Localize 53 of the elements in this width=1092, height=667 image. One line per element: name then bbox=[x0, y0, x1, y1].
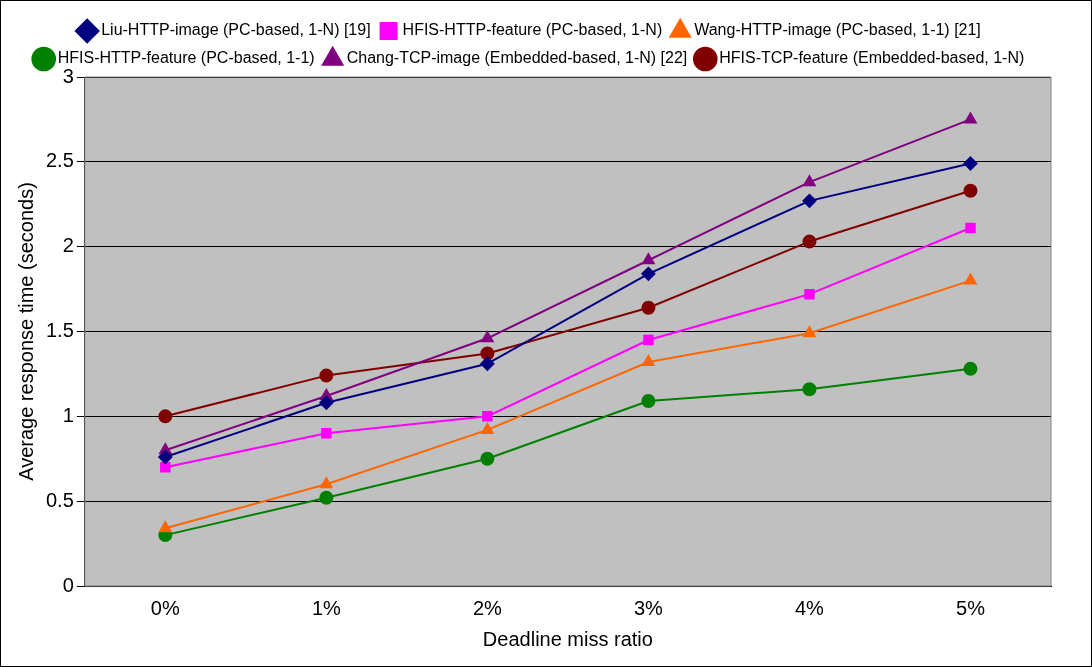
y-tick-label: 3 bbox=[62, 64, 74, 87]
x-tick-label: 5% bbox=[956, 596, 986, 619]
x-tick-label: 1% bbox=[311, 596, 342, 619]
point bbox=[964, 112, 977, 124]
point bbox=[481, 422, 494, 434]
point bbox=[964, 273, 977, 285]
y-tick-label: 1 bbox=[62, 403, 74, 426]
point bbox=[802, 193, 817, 208]
y-tick-label: 2.5 bbox=[45, 149, 74, 172]
legend-label: Liu-HTTP-image (PC-based, 1-N) [19] bbox=[101, 21, 371, 39]
point bbox=[319, 368, 334, 383]
point bbox=[159, 521, 172, 533]
point bbox=[641, 394, 656, 409]
point bbox=[481, 331, 494, 343]
point bbox=[965, 222, 976, 234]
point bbox=[480, 451, 495, 466]
point bbox=[160, 461, 171, 473]
point bbox=[641, 300, 656, 315]
point bbox=[158, 409, 173, 424]
point bbox=[482, 411, 493, 422]
legend-label: HFIS-TCP-feature (Embedded-based, 1-N) bbox=[719, 49, 1025, 67]
point bbox=[963, 156, 978, 171]
point bbox=[802, 234, 817, 249]
point bbox=[803, 175, 816, 187]
point bbox=[802, 382, 817, 397]
point bbox=[641, 266, 656, 281]
y-tick-label: 2 bbox=[62, 234, 74, 257]
point bbox=[158, 450, 173, 465]
legend-label: Chang-TCP-image (Embedded-based, 1-N) [22] bbox=[346, 49, 688, 67]
x-tick-label: 3% bbox=[633, 596, 664, 619]
point bbox=[480, 356, 495, 371]
x-axis-title: Deadline miss ratio bbox=[482, 627, 653, 650]
point bbox=[642, 355, 655, 367]
point bbox=[642, 253, 655, 265]
x-tick-label: 0% bbox=[150, 596, 180, 619]
legend-label: Wang-HTTP-image (PC-based, 1-1) [21] bbox=[694, 21, 981, 39]
point bbox=[320, 477, 333, 489]
point bbox=[319, 490, 334, 505]
legend-label: HFIS-HTTP-feature (PC-based, 1-1) bbox=[57, 49, 315, 67]
point bbox=[963, 183, 978, 198]
point bbox=[963, 361, 978, 376]
x-tick-label: 4% bbox=[795, 596, 825, 619]
y-tick-label: 1.5 bbox=[45, 319, 74, 342]
point bbox=[321, 428, 332, 439]
y-axis-title: Average response time (seconds) bbox=[14, 182, 37, 481]
legend-label: HFIS-HTTP-feature (PC-based, 1-N) bbox=[402, 21, 663, 39]
point bbox=[643, 334, 654, 346]
point bbox=[803, 326, 816, 338]
x-tick-label: 2% bbox=[472, 596, 503, 619]
point bbox=[319, 395, 334, 410]
point bbox=[804, 288, 815, 300]
y-tick-label: 0.5 bbox=[45, 488, 74, 511]
y-tick-label: 0 bbox=[62, 573, 74, 596]
